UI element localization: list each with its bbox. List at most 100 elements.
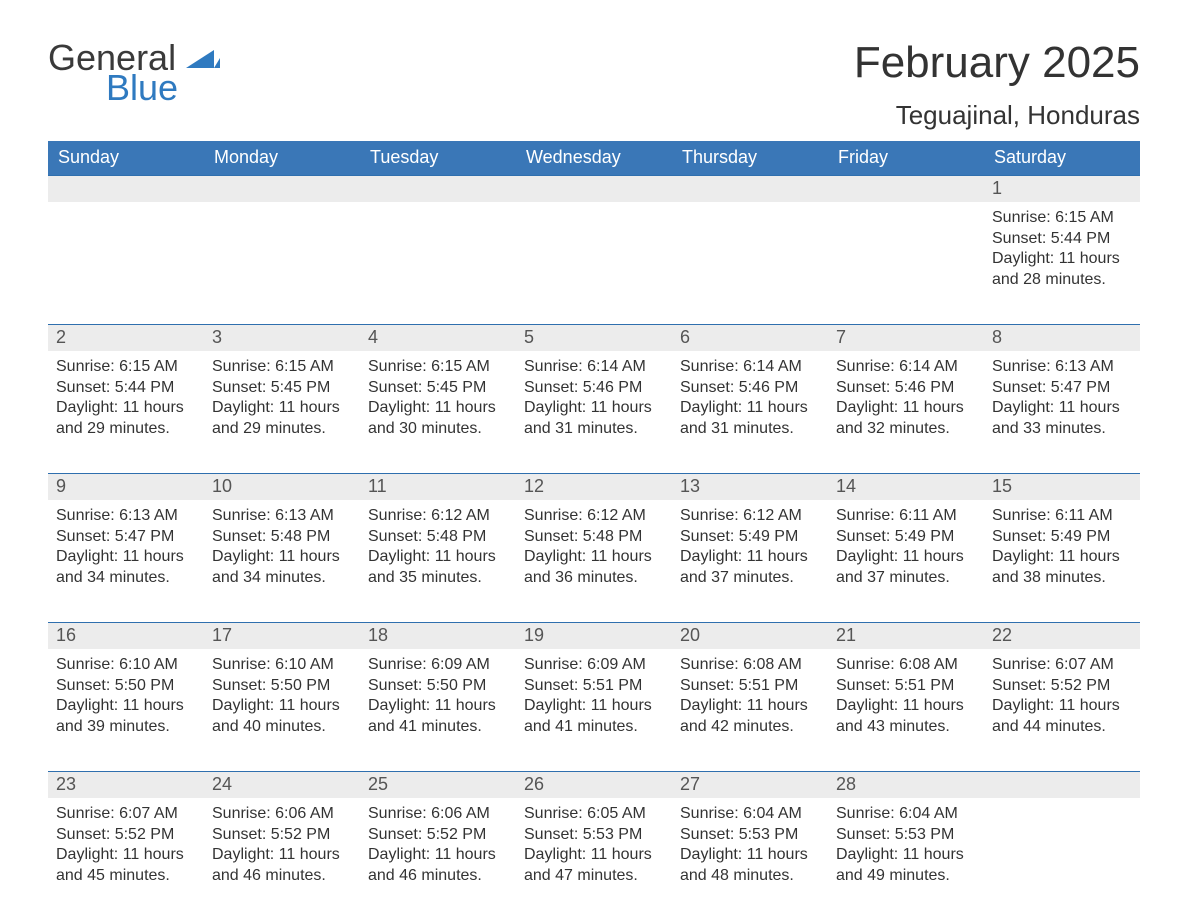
sunrise-text: Sunrise: 6:05 AM bbox=[524, 804, 664, 824]
weeks-container: 1Sunrise: 6:15 AMSunset: 5:44 PMDaylight… bbox=[48, 175, 1140, 892]
day-number bbox=[984, 772, 1140, 798]
calendar-page: General Blue February 2025 Teguajinal, H… bbox=[0, 0, 1188, 922]
day-number: 13 bbox=[672, 474, 828, 500]
day-body: Sunrise: 6:15 AMSunset: 5:44 PMDaylight:… bbox=[984, 202, 1140, 290]
sunrise-text: Sunrise: 6:11 AM bbox=[836, 506, 976, 526]
daylight-text: Daylight: 11 hours and 39 minutes. bbox=[56, 696, 196, 737]
sunset-text: Sunset: 5:53 PM bbox=[836, 825, 976, 845]
day-cell-empty bbox=[672, 176, 828, 296]
day-cell: 24Sunrise: 6:06 AMSunset: 5:52 PMDayligh… bbox=[204, 772, 360, 892]
day-cell: 22Sunrise: 6:07 AMSunset: 5:52 PMDayligh… bbox=[984, 623, 1140, 743]
day-number: 15 bbox=[984, 474, 1140, 500]
sunset-text: Sunset: 5:52 PM bbox=[992, 676, 1132, 696]
sunrise-text: Sunrise: 6:04 AM bbox=[836, 804, 976, 824]
day-cell-empty bbox=[516, 176, 672, 296]
sunset-text: Sunset: 5:48 PM bbox=[368, 527, 508, 547]
day-body: Sunrise: 6:04 AMSunset: 5:53 PMDaylight:… bbox=[672, 798, 828, 886]
day-number: 10 bbox=[204, 474, 360, 500]
day-cell: 4Sunrise: 6:15 AMSunset: 5:45 PMDaylight… bbox=[360, 325, 516, 445]
day-number: 23 bbox=[48, 772, 204, 798]
day-cell: 8Sunrise: 6:13 AMSunset: 5:47 PMDaylight… bbox=[984, 325, 1140, 445]
day-number: 8 bbox=[984, 325, 1140, 351]
sunset-text: Sunset: 5:48 PM bbox=[524, 527, 664, 547]
sunrise-text: Sunrise: 6:09 AM bbox=[524, 655, 664, 675]
sunset-text: Sunset: 5:53 PM bbox=[524, 825, 664, 845]
day-body: Sunrise: 6:12 AMSunset: 5:48 PMDaylight:… bbox=[516, 500, 672, 588]
day-number: 21 bbox=[828, 623, 984, 649]
daylight-text: Daylight: 11 hours and 35 minutes. bbox=[368, 547, 508, 588]
sunset-text: Sunset: 5:44 PM bbox=[992, 229, 1132, 249]
day-cell: 21Sunrise: 6:08 AMSunset: 5:51 PMDayligh… bbox=[828, 623, 984, 743]
sunrise-text: Sunrise: 6:12 AM bbox=[368, 506, 508, 526]
day-body: Sunrise: 6:09 AMSunset: 5:51 PMDaylight:… bbox=[516, 649, 672, 737]
sunrise-text: Sunrise: 6:10 AM bbox=[56, 655, 196, 675]
day-number bbox=[828, 176, 984, 202]
day-number bbox=[516, 176, 672, 202]
day-number: 18 bbox=[360, 623, 516, 649]
day-body: Sunrise: 6:07 AMSunset: 5:52 PMDaylight:… bbox=[48, 798, 204, 886]
day-cell-empty bbox=[48, 176, 204, 296]
sunset-text: Sunset: 5:46 PM bbox=[680, 378, 820, 398]
sunrise-text: Sunrise: 6:06 AM bbox=[212, 804, 352, 824]
day-cell: 18Sunrise: 6:09 AMSunset: 5:50 PMDayligh… bbox=[360, 623, 516, 743]
sunset-text: Sunset: 5:44 PM bbox=[56, 378, 196, 398]
daylight-text: Daylight: 11 hours and 33 minutes. bbox=[992, 398, 1132, 439]
sunrise-text: Sunrise: 6:12 AM bbox=[524, 506, 664, 526]
day-body: Sunrise: 6:15 AMSunset: 5:45 PMDaylight:… bbox=[360, 351, 516, 439]
sunset-text: Sunset: 5:48 PM bbox=[212, 527, 352, 547]
day-body: Sunrise: 6:11 AMSunset: 5:49 PMDaylight:… bbox=[828, 500, 984, 588]
day-cell: 14Sunrise: 6:11 AMSunset: 5:49 PMDayligh… bbox=[828, 474, 984, 594]
day-cell: 12Sunrise: 6:12 AMSunset: 5:48 PMDayligh… bbox=[516, 474, 672, 594]
day-cell: 28Sunrise: 6:04 AMSunset: 5:53 PMDayligh… bbox=[828, 772, 984, 892]
day-number: 12 bbox=[516, 474, 672, 500]
daylight-text: Daylight: 11 hours and 38 minutes. bbox=[992, 547, 1132, 588]
daylight-text: Daylight: 11 hours and 49 minutes. bbox=[836, 845, 976, 886]
daylight-text: Daylight: 11 hours and 37 minutes. bbox=[836, 547, 976, 588]
day-body: Sunrise: 6:06 AMSunset: 5:52 PMDaylight:… bbox=[204, 798, 360, 886]
sunrise-text: Sunrise: 6:15 AM bbox=[368, 357, 508, 377]
sunrise-text: Sunrise: 6:10 AM bbox=[212, 655, 352, 675]
brand-logo-mark bbox=[186, 37, 220, 78]
day-number bbox=[204, 176, 360, 202]
dow-cell: Thursday bbox=[672, 141, 828, 175]
sunset-text: Sunset: 5:45 PM bbox=[212, 378, 352, 398]
daylight-text: Daylight: 11 hours and 47 minutes. bbox=[524, 845, 664, 886]
daylight-text: Daylight: 11 hours and 45 minutes. bbox=[56, 845, 196, 886]
day-cell: 5Sunrise: 6:14 AMSunset: 5:46 PMDaylight… bbox=[516, 325, 672, 445]
day-body bbox=[984, 798, 1140, 888]
daylight-text: Daylight: 11 hours and 28 minutes. bbox=[992, 249, 1132, 290]
sunset-text: Sunset: 5:50 PM bbox=[212, 676, 352, 696]
day-number: 3 bbox=[204, 325, 360, 351]
day-cell-empty bbox=[984, 772, 1140, 892]
sunrise-text: Sunrise: 6:09 AM bbox=[368, 655, 508, 675]
sunset-text: Sunset: 5:47 PM bbox=[56, 527, 196, 547]
sunrise-text: Sunrise: 6:07 AM bbox=[56, 804, 196, 824]
day-cell: 3Sunrise: 6:15 AMSunset: 5:45 PMDaylight… bbox=[204, 325, 360, 445]
sunset-text: Sunset: 5:49 PM bbox=[680, 527, 820, 547]
day-cell: 9Sunrise: 6:13 AMSunset: 5:47 PMDaylight… bbox=[48, 474, 204, 594]
sunset-text: Sunset: 5:45 PM bbox=[368, 378, 508, 398]
sunset-text: Sunset: 5:52 PM bbox=[212, 825, 352, 845]
day-number: 1 bbox=[984, 176, 1140, 202]
day-body: Sunrise: 6:10 AMSunset: 5:50 PMDaylight:… bbox=[48, 649, 204, 737]
day-number: 27 bbox=[672, 772, 828, 798]
sunset-text: Sunset: 5:46 PM bbox=[524, 378, 664, 398]
sunset-text: Sunset: 5:52 PM bbox=[368, 825, 508, 845]
daylight-text: Daylight: 11 hours and 34 minutes. bbox=[56, 547, 196, 588]
day-cell: 27Sunrise: 6:04 AMSunset: 5:53 PMDayligh… bbox=[672, 772, 828, 892]
day-number: 6 bbox=[672, 325, 828, 351]
day-body: Sunrise: 6:04 AMSunset: 5:53 PMDaylight:… bbox=[828, 798, 984, 886]
sunset-text: Sunset: 5:51 PM bbox=[836, 676, 976, 696]
day-cell: 19Sunrise: 6:09 AMSunset: 5:51 PMDayligh… bbox=[516, 623, 672, 743]
day-body bbox=[516, 202, 672, 292]
daylight-text: Daylight: 11 hours and 41 minutes. bbox=[524, 696, 664, 737]
day-body: Sunrise: 6:14 AMSunset: 5:46 PMDaylight:… bbox=[672, 351, 828, 439]
title-block: February 2025 Teguajinal, Honduras bbox=[854, 40, 1140, 131]
daylight-text: Daylight: 11 hours and 42 minutes. bbox=[680, 696, 820, 737]
week-row: 2Sunrise: 6:15 AMSunset: 5:44 PMDaylight… bbox=[48, 324, 1140, 445]
dow-cell: Sunday bbox=[48, 141, 204, 175]
day-body: Sunrise: 6:11 AMSunset: 5:49 PMDaylight:… bbox=[984, 500, 1140, 588]
week-row: 16Sunrise: 6:10 AMSunset: 5:50 PMDayligh… bbox=[48, 622, 1140, 743]
day-number: 19 bbox=[516, 623, 672, 649]
week-row: 23Sunrise: 6:07 AMSunset: 5:52 PMDayligh… bbox=[48, 771, 1140, 892]
